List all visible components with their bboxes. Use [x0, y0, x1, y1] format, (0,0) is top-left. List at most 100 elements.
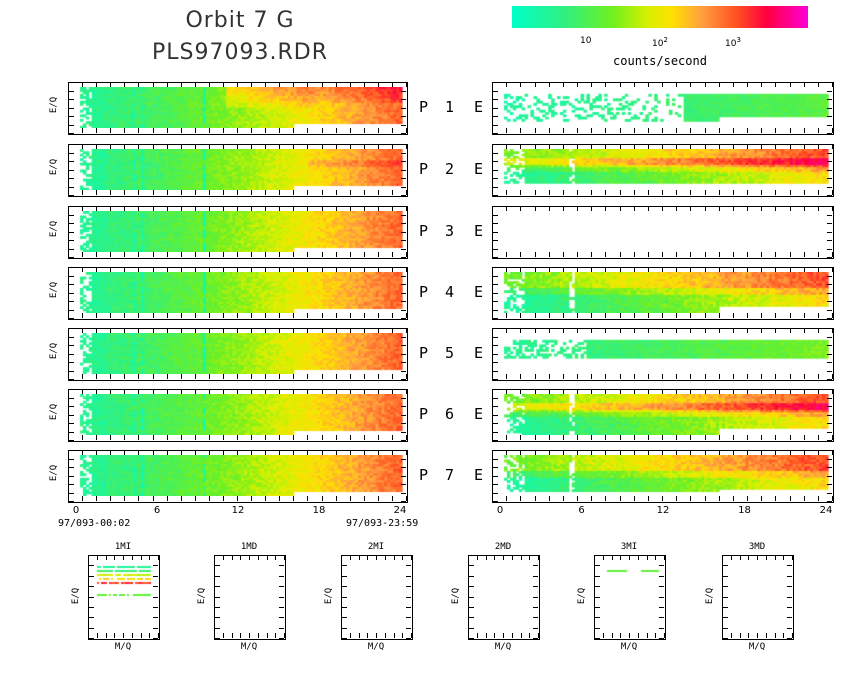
- e-panel-4-xtick-top: [747, 268, 748, 272]
- e-panel-4-xtick-bottom: [790, 313, 791, 318]
- p-panel-6-xtick-top: [223, 390, 224, 394]
- mini-1md-xtick-top: [223, 556, 224, 560]
- p-panel-2-xtick-top: [251, 145, 252, 149]
- chart-subtitle: PLS97093.RDR: [152, 40, 328, 65]
- p-panel-5-xtick-bottom: [406, 374, 407, 379]
- p-panel-4-xtick-bottom: [336, 313, 337, 318]
- e-panel-7-ytick-left: [493, 476, 498, 477]
- e-panel-5-ytick-right: [827, 371, 832, 372]
- e-panel-3-ytick-right: [827, 223, 832, 224]
- p-panel-2-xtick-top: [181, 145, 182, 149]
- e-panel-5-xtick-bottom: [761, 374, 762, 379]
- p-panel-3-xtick-bottom: [167, 252, 168, 257]
- mini-3mi-xtick-bottom: [620, 633, 621, 638]
- p-panel-7-ytick-right: [401, 450, 406, 451]
- e-panel-3-xtick-bottom: [804, 252, 805, 257]
- e-panel-3-xtick-top: [775, 207, 776, 211]
- e-panel-3-xtick-top: [648, 207, 649, 211]
- e-panel-3-xtick-bottom: [832, 252, 833, 257]
- mini-1mi-xtick-top: [141, 556, 142, 560]
- mini-1mi-ytick-right: [153, 597, 158, 598]
- e-panel-7-xtick-top: [605, 451, 606, 455]
- p-panel-5-xtick-bottom: [96, 374, 97, 379]
- p-panel-3-xtick-top: [406, 207, 407, 211]
- p-panel-7-xtick-bottom: [378, 496, 379, 501]
- p-panel-2-xtick-bottom: [181, 190, 182, 195]
- mini-1mi-xtick-bottom: [123, 633, 124, 638]
- mini-2mi-xtick-bottom: [341, 633, 342, 638]
- e-panel-7-xtick-bottom: [818, 496, 819, 501]
- e-panel-2-ytick-left: [493, 178, 498, 179]
- p-panel-7-ytick-left: [69, 467, 74, 468]
- mini-2md-xtick-top: [494, 556, 495, 560]
- p-panel-1-ytick-left: [69, 82, 74, 83]
- p-spectrogram-7: [70, 455, 406, 496]
- mini-2mi-ytick-right: [406, 628, 411, 629]
- e-panel-7-xtick-top: [705, 451, 706, 455]
- p-panel-6-xtick-bottom: [209, 435, 210, 440]
- e-panel-2-xtick-bottom: [804, 190, 805, 195]
- p-panel-2-xtick-bottom: [364, 190, 365, 195]
- e-panel-1-xtick-top: [705, 83, 706, 87]
- e-panel-6-xtick-top: [535, 390, 536, 394]
- e-panel-2-ytick-left: [493, 195, 498, 196]
- mini-1mi-ytick-left: [89, 617, 94, 618]
- e-panel-6: [492, 389, 834, 442]
- e-xtick-label-18: 18: [738, 505, 751, 516]
- p-panel-2-xtick-top: [96, 145, 97, 149]
- e-panel-4-xtick-bottom: [775, 313, 776, 318]
- mini-2mi-ytick-right: [406, 565, 411, 566]
- p-panel-6-xtick-bottom: [110, 435, 111, 440]
- p-panel-1-xtick-top: [336, 83, 337, 87]
- p-panel-7-ytick-right: [401, 493, 406, 494]
- start-date: 97/093-00:02: [58, 518, 131, 529]
- e-panel-3-xtick-bottom: [790, 252, 791, 257]
- mini-2mi-xtick-top: [359, 556, 360, 560]
- p-panel-5-xtick-bottom: [279, 374, 280, 379]
- e-panel-2-xtick-top: [733, 145, 734, 149]
- e-panel-5-ytick-left: [493, 354, 498, 355]
- e-panel-4-xtick-bottom: [804, 313, 805, 318]
- p-panel-1-ytick-left: [69, 116, 74, 117]
- p-panel-4-xtick-bottom: [138, 313, 139, 318]
- row-label-p-5: P: [419, 344, 429, 362]
- row-label-e-6: E: [474, 405, 484, 423]
- p-panel-1-ytick-right: [401, 82, 406, 83]
- mini-3mi-ytick-left: [595, 597, 600, 598]
- mini-1mi-xtick-bottom: [114, 633, 115, 638]
- p-panel-6-ytick-left: [69, 415, 74, 416]
- e-panel-6-xtick-bottom: [605, 435, 606, 440]
- p-panel-2-xtick-bottom: [82, 190, 83, 195]
- mini-xlabel-2md: M/Q: [494, 642, 512, 652]
- e-panel-3-xtick-top: [690, 207, 691, 211]
- mini-xlabel-1md: M/Q: [240, 642, 258, 652]
- e-panel-7-xtick-bottom: [790, 496, 791, 501]
- ylabel-eq-4: E/Q: [49, 281, 60, 299]
- e-panel-2-xtick-top: [563, 145, 564, 149]
- e-panel-4-xtick-bottom: [719, 313, 720, 318]
- e-panel-3-xtick-top: [818, 207, 819, 211]
- p-panel-1-ytick-left: [69, 133, 74, 134]
- e-panel-6-xtick-bottom: [520, 435, 521, 440]
- e-panel-2-xtick-top: [535, 145, 536, 149]
- e-panel-6-xtick-top: [775, 390, 776, 394]
- mini-3md-xtick-bottom: [748, 633, 749, 638]
- p-panel-5-xtick-bottom: [138, 374, 139, 379]
- e-panel-3-xtick-top: [563, 207, 564, 211]
- e-panel-2-xtick-bottom: [662, 190, 663, 195]
- p-panel-6-xtick-top: [153, 390, 154, 394]
- p-panel-4-xtick-bottom: [167, 313, 168, 318]
- p-panel-3-xtick-bottom: [336, 252, 337, 257]
- mini-title-3mi: 3MI: [620, 542, 638, 552]
- e-panel-1-ytick-left: [493, 99, 498, 100]
- p-panel-5-xtick-bottom: [68, 374, 69, 379]
- mini-3md-xtick-top: [722, 556, 723, 560]
- mini-1md-ytick-right: [279, 607, 284, 608]
- mini-3md-ytick-left: [723, 555, 728, 556]
- e-panel-1-ytick-left: [493, 82, 498, 83]
- p-panel-4-xtick-bottom: [279, 313, 280, 318]
- mini-3md-ytick-right: [787, 597, 792, 598]
- e-panel-6-xtick-bottom: [492, 435, 493, 440]
- row-label-e-1: E: [474, 98, 484, 116]
- p-panel-1-xtick-top: [322, 83, 323, 87]
